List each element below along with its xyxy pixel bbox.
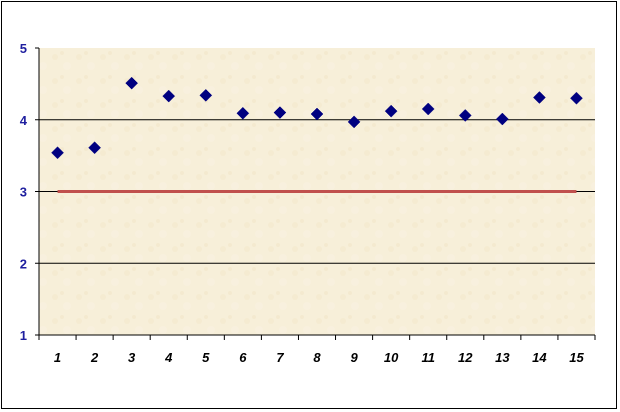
data-point-11 xyxy=(421,102,435,116)
x-tick-label-14: 14 xyxy=(532,350,547,365)
data-point-10 xyxy=(384,104,398,118)
data-point-3 xyxy=(125,76,139,90)
y-tick-label-3: 3 xyxy=(20,185,27,200)
data-point-7 xyxy=(273,106,287,119)
x-tick-label-4: 4 xyxy=(164,350,173,365)
x-tick-label-6: 6 xyxy=(239,350,247,365)
data-point-12 xyxy=(458,109,472,122)
y-tick-label-4: 4 xyxy=(20,113,28,128)
x-tick-label-8: 8 xyxy=(313,350,321,365)
x-tick-label-3: 3 xyxy=(128,350,136,365)
x-tick-label-7: 7 xyxy=(276,350,284,365)
x-tick-label-15: 15 xyxy=(569,350,584,365)
x-tick-label-11: 11 xyxy=(421,350,435,365)
data-point-8 xyxy=(310,107,324,121)
x-tick-label-2: 2 xyxy=(90,350,99,365)
data-point-13 xyxy=(495,112,509,126)
data-point-5 xyxy=(199,89,213,102)
data-point-2 xyxy=(88,141,101,155)
y-tick-label-1: 1 xyxy=(20,328,27,343)
y-axis-ticks: 1 2 3 4 5 xyxy=(20,41,39,343)
x-tick-label-9: 9 xyxy=(350,350,358,365)
x-tick-label-13: 13 xyxy=(495,350,510,365)
y-tick-label-2: 2 xyxy=(20,256,27,271)
x-tick-label-10: 10 xyxy=(384,350,399,365)
data-points xyxy=(51,76,583,160)
x-axis-ticks: 1 2 3 4 5 6 7 8 9 10 11 12 13 14 15 xyxy=(38,335,596,365)
data-point-14 xyxy=(533,91,546,104)
x-tick-label-5: 5 xyxy=(202,350,210,365)
x-tick-label-12: 12 xyxy=(458,350,473,365)
data-point-15 xyxy=(570,91,583,105)
data-point-6 xyxy=(236,106,250,120)
x-tick-label-1: 1 xyxy=(54,350,61,365)
data-point-1 xyxy=(51,146,64,160)
data-point-9 xyxy=(347,115,361,129)
data-point-4 xyxy=(162,89,176,103)
y-tick-label-5: 5 xyxy=(20,41,27,56)
